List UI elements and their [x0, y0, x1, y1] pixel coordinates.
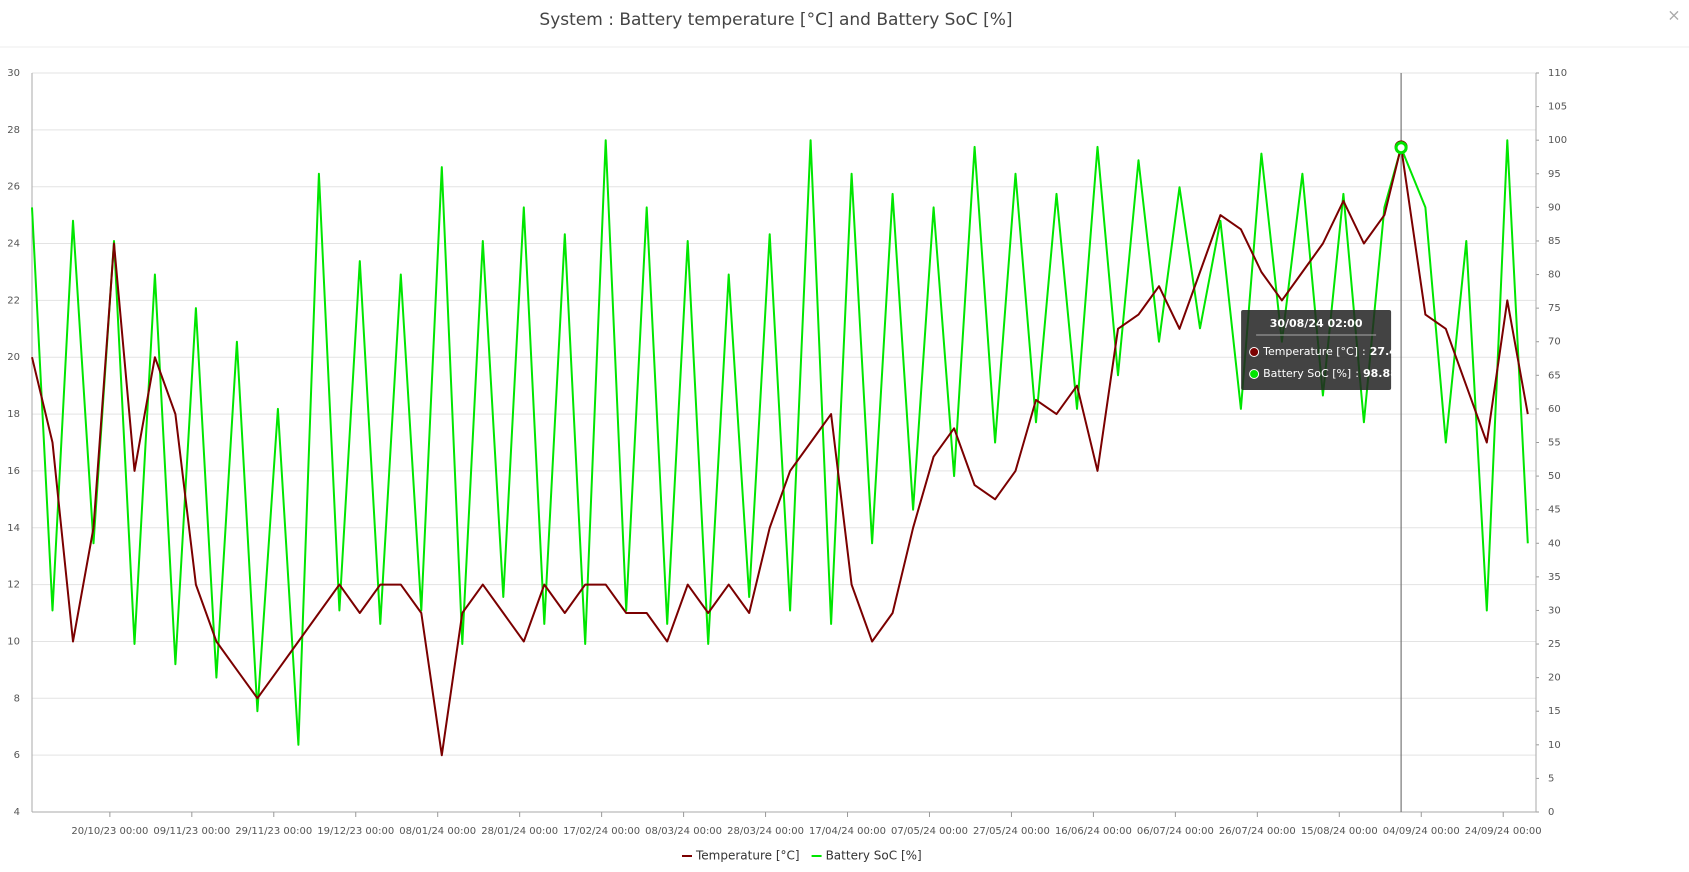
- tooltip-separator: :: [1355, 367, 1359, 380]
- x-tick-label: 09/11/23 00:00: [153, 826, 230, 837]
- x-tick-label: 24/09/24 00:00: [1465, 826, 1542, 837]
- tooltip-separator: :: [1362, 345, 1366, 358]
- y-tick-label: 22: [7, 295, 20, 306]
- close-button[interactable]: ×: [1667, 6, 1680, 25]
- y2-tick-label: 65: [1548, 370, 1561, 381]
- tooltip-item: Temperature [°C]:27.4: [1262, 345, 1397, 358]
- x-tick-label: 15/08/24 00:00: [1301, 826, 1378, 837]
- y-tick-label: 18: [7, 409, 20, 420]
- tooltip-title: 30/08/24 02:00: [1270, 317, 1363, 330]
- x-tick-label: 16/06/24 00:00: [1055, 826, 1132, 837]
- chart-title: System : Battery temperature [°C] and Ba…: [539, 10, 1012, 30]
- y-tick-label: 24: [7, 239, 20, 250]
- y2-tick-label: 5: [1548, 773, 1554, 784]
- tooltip-swatch: [1249, 369, 1260, 379]
- legend-label[interactable]: Temperature [°C]: [695, 849, 800, 863]
- y2-tick-label: 30: [1548, 605, 1561, 616]
- y2-tick-label: 90: [1548, 202, 1561, 213]
- y2-tick-label: 25: [1548, 639, 1561, 650]
- y2-tick-label: 50: [1548, 471, 1561, 482]
- y2-tick-label: 60: [1548, 404, 1561, 415]
- y-tick-label: 14: [7, 523, 20, 534]
- y-tick-label: 30: [7, 68, 20, 79]
- x-tick-label: 26/07/24 00:00: [1219, 826, 1296, 837]
- x-tick-label: 08/01/24 00:00: [399, 826, 476, 837]
- y2-tick-label: 95: [1548, 169, 1561, 180]
- y-tick-label: 8: [14, 693, 20, 704]
- y2-tick-label: 0: [1548, 807, 1554, 818]
- legend-label[interactable]: Battery SoC [%]: [826, 849, 922, 863]
- y2-tick-label: 40: [1548, 538, 1561, 549]
- y-tick-label: 16: [7, 466, 20, 477]
- y2-tick-label: 80: [1548, 270, 1561, 281]
- tooltip-label: Temperature [°C]: [1262, 345, 1358, 358]
- x-tick-label: 20/10/23 00:00: [71, 826, 148, 837]
- y2-tick-label: 10: [1548, 740, 1561, 751]
- y-tick-label: 20: [7, 352, 20, 363]
- x-tick-label: 17/04/24 00:00: [809, 826, 886, 837]
- y-tick-label: 6: [14, 750, 20, 761]
- y2-tick-label: 15: [1548, 706, 1561, 717]
- y2-tick-label: 110: [1548, 68, 1567, 79]
- y2-tick-label: 35: [1548, 572, 1561, 583]
- y2-tick-label: 45: [1548, 505, 1561, 516]
- x-tick-label: 04/09/24 00:00: [1383, 826, 1460, 837]
- tooltip-box: [1241, 310, 1392, 390]
- y2-tick-label: 75: [1548, 303, 1561, 314]
- y2-tick-label: 100: [1548, 135, 1567, 146]
- y2-tick-label: 105: [1548, 102, 1567, 113]
- y2-tick-label: 70: [1548, 337, 1561, 348]
- x-tick-label: 07/05/24 00:00: [891, 826, 968, 837]
- x-tick-label: 27/05/24 00:00: [973, 826, 1050, 837]
- tooltip: 30/08/24 02:00 Temperature [°C]:27.4 Batte…: [1241, 310, 1398, 390]
- x-tick-label: 29/11/23 00:00: [235, 826, 312, 837]
- x-tick-label: 08/03/24 00:00: [645, 826, 722, 837]
- tooltip-swatch: [1249, 347, 1260, 357]
- tooltip-value: 27.4: [1370, 345, 1397, 358]
- y2-tick-label: 55: [1548, 438, 1561, 449]
- hover-marker: [1394, 141, 1408, 155]
- y-tick-label: 26: [7, 182, 20, 193]
- x-tick-label: 06/07/24 00:00: [1137, 826, 1214, 837]
- x-tick-label: 28/03/24 00:00: [727, 826, 804, 837]
- series-line: [31, 145, 1529, 757]
- y2-tick-label: 20: [1548, 673, 1561, 684]
- x-tick-label: 28/01/24 00:00: [481, 826, 558, 837]
- series-line: [31, 139, 1529, 746]
- legend: Temperature [°C] Battery SoC [%]: [682, 849, 922, 863]
- y-tick-label: 28: [7, 125, 20, 136]
- tooltip-value: 98.88: [1363, 367, 1398, 380]
- x-tick-label: 17/02/24 00:00: [563, 826, 640, 837]
- x-tick-label: 19/12/23 00:00: [317, 826, 394, 837]
- y-tick-label: 4: [14, 807, 20, 818]
- tooltip-label: Battery SoC [%]: [1263, 367, 1351, 380]
- y-tick-label: 10: [7, 636, 20, 647]
- y2-tick-label: 85: [1548, 236, 1561, 247]
- tooltip-item: Battery SoC [%]:98.88: [1263, 367, 1398, 380]
- y-tick-label: 12: [7, 580, 20, 591]
